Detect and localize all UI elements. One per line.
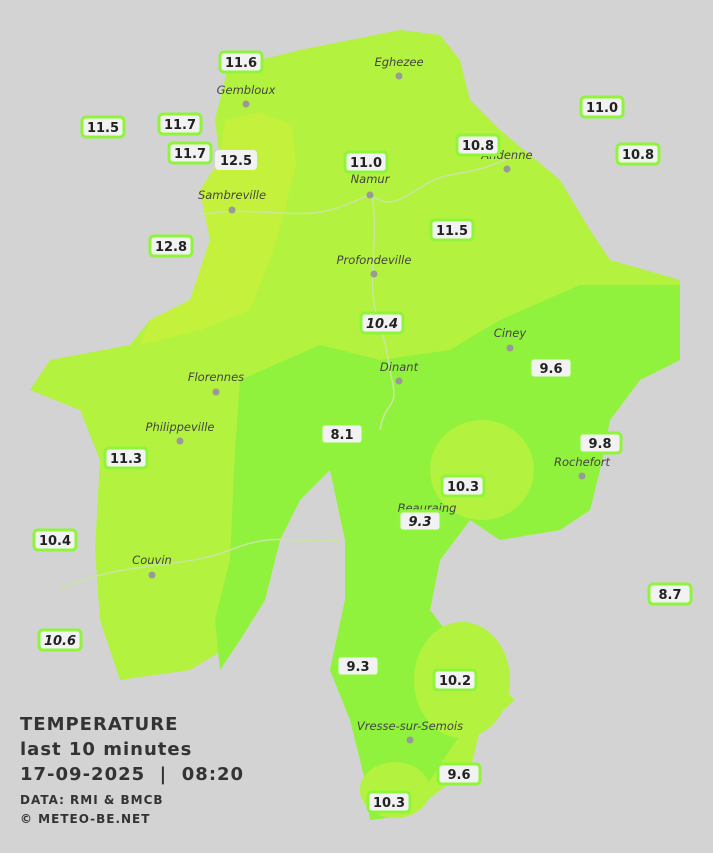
- station-value: 11.5: [436, 224, 468, 239]
- city-dot: [578, 472, 586, 480]
- city-label: Couvin: [132, 553, 172, 567]
- station-value: 11.0: [350, 156, 382, 171]
- station-value: 12.5: [220, 154, 252, 169]
- station-value: 11.7: [164, 118, 196, 133]
- city-label: Sambreville: [198, 188, 266, 202]
- city-dot: [395, 377, 403, 385]
- station-box: [577, 431, 623, 455]
- legend-datetime: 17-09-2025 | 08:20: [20, 764, 244, 785]
- station-value: 10.2: [439, 674, 471, 689]
- station-box: [32, 528, 78, 552]
- station-box: [455, 133, 501, 157]
- station-box: [528, 356, 574, 380]
- city-dot: [503, 165, 511, 173]
- station-box: [319, 422, 365, 446]
- station-box: [37, 628, 83, 652]
- city-label: Namur: [351, 172, 391, 186]
- station-value: 10.3: [447, 480, 479, 495]
- city-dot: [148, 571, 156, 579]
- station-box: [397, 509, 443, 533]
- station-value: 11.0: [586, 101, 618, 116]
- city-dot: [370, 270, 378, 278]
- legend-title: TEMPERATURE: [20, 714, 178, 735]
- station-value: 8.7: [658, 588, 681, 603]
- station-box: [167, 141, 213, 165]
- station-value: 10.4: [39, 534, 71, 549]
- city-dot: [366, 191, 374, 199]
- station-value: 10.8: [462, 139, 494, 154]
- station-box: [218, 50, 264, 74]
- station-box: [215, 150, 257, 170]
- river: [59, 149, 521, 591]
- city-label: Vresse-sur-Semois: [357, 719, 463, 733]
- station-value: 12.8: [155, 240, 187, 255]
- city-label: Eghezee: [374, 55, 423, 69]
- station-value: 11.3: [110, 452, 142, 467]
- city-dot: [506, 344, 514, 352]
- station-value: 9.3: [408, 515, 431, 530]
- city-dot: [406, 736, 414, 744]
- station-box: [429, 218, 475, 242]
- city-dot: [176, 437, 184, 445]
- station-box: [335, 654, 381, 678]
- station-value: 9.3: [346, 660, 369, 675]
- city-label: Dinant: [380, 360, 419, 374]
- city-label: Ciney: [494, 326, 527, 340]
- station-value: 9.6: [447, 768, 470, 783]
- city-dot: [395, 72, 403, 80]
- station-value: 10.4: [366, 317, 398, 332]
- station-box: [440, 474, 486, 498]
- city-label: Rochefort: [554, 455, 611, 469]
- city-dot: [242, 100, 250, 108]
- station-box: [647, 582, 693, 606]
- city-label: Florennes: [188, 370, 244, 384]
- station-box: [579, 95, 625, 119]
- station-box: [432, 668, 478, 692]
- station-box: [436, 762, 482, 786]
- station-value: 9.6: [539, 362, 562, 377]
- station-box: [148, 234, 194, 258]
- station-value: 11.6: [225, 56, 257, 71]
- station-box: [343, 150, 389, 174]
- station-value: 11.7: [174, 147, 206, 162]
- stations: 11.6 11.5 11.7 11.7 12.5 11.0 10.8 11.0 10.8 11.5…: [32, 50, 693, 814]
- city-label: Gembloux: [217, 83, 276, 97]
- cities: EghezeeGemblouxAndenneNamurSambrevillePr…: [132, 55, 611, 744]
- station-value: 10.8: [622, 148, 654, 163]
- legend-credit: © METEO-BE.NET: [20, 812, 150, 826]
- station-box: [157, 112, 203, 136]
- city-dot: [228, 206, 236, 214]
- station-value: 9.8: [588, 437, 611, 452]
- legend-source: DATA: RMI & BMCB: [20, 793, 164, 807]
- station-box: [615, 142, 661, 166]
- station-box: [103, 446, 149, 470]
- station-value: 11.5: [87, 121, 119, 136]
- warm-zone: [140, 112, 296, 345]
- station-value: 10.6: [44, 634, 76, 649]
- city-dot: [212, 388, 220, 396]
- city-label: Profondeville: [337, 253, 412, 267]
- city-label: Philippeville: [146, 420, 215, 434]
- station-box: [80, 115, 126, 139]
- cool-zone: [215, 285, 680, 820]
- station-box: [359, 311, 405, 335]
- station-box: [366, 790, 412, 814]
- station-value: 10.3: [373, 796, 405, 811]
- station-value: 8.1: [330, 428, 353, 443]
- legend-subtitle: last 10 minutes: [20, 739, 192, 760]
